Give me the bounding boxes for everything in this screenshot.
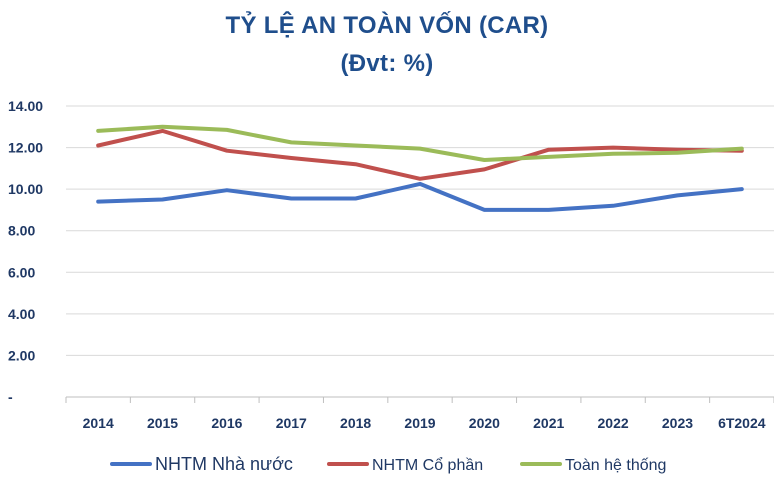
- legend-label: Toàn hệ thống: [565, 457, 666, 474]
- legend-label: NHTM Nhà nước: [155, 454, 293, 474]
- y-tick-label: 6.00: [8, 264, 35, 280]
- x-tick-label: 2014: [83, 415, 114, 431]
- y-tick-label: 12.00: [8, 140, 43, 156]
- series-line-2: [96, 128, 744, 181]
- series-line-3: [96, 124, 744, 162]
- x-tick-label: 2023: [662, 415, 693, 431]
- x-tick-label: 2022: [598, 415, 629, 431]
- legend-label: NHTM Cổ phần: [372, 456, 483, 474]
- x-tick-label: 6T2024: [718, 415, 766, 431]
- x-tick-label: 2019: [404, 415, 435, 431]
- y-tick-label: 10.00: [8, 181, 43, 197]
- x-tick-label: 2021: [533, 415, 564, 431]
- x-tick-label: 2017: [276, 415, 307, 431]
- x-tick-label: 2016: [211, 415, 242, 431]
- y-tick-label: 14.00: [8, 98, 43, 114]
- series-line-1: [96, 181, 744, 212]
- y-tick-label: -: [8, 389, 13, 405]
- y-tick-label: 4.00: [8, 306, 35, 322]
- y-tick-label: 8.00: [8, 223, 35, 239]
- chart-title: TỶ LỆ AN TOÀN VỐN (CAR): [225, 12, 549, 39]
- x-tick-label: 2018: [340, 415, 371, 431]
- chart-subtitle: (Đvt: %): [340, 50, 434, 77]
- x-tick-label: 2015: [147, 415, 178, 431]
- y-tick-label: 2.00: [8, 347, 35, 363]
- x-tick-label: 2020: [469, 415, 500, 431]
